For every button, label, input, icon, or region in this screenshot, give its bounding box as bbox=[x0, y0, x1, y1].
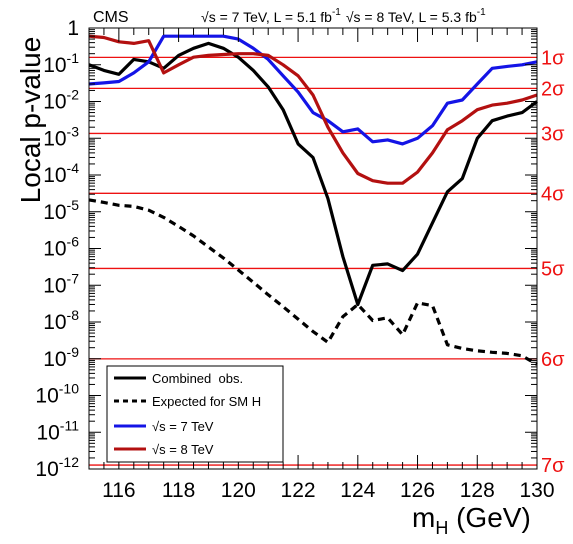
y-tick-base: 10 bbox=[43, 274, 66, 297]
y-tick-exponent: -6 bbox=[67, 234, 80, 250]
x-axis-unit: (GeV) bbox=[448, 502, 530, 533]
inverse-fb-exp-1: -1 bbox=[332, 7, 341, 18]
x-tick-label: 128 bbox=[460, 479, 495, 502]
legend-label-8tev: √s = 8 TeV bbox=[152, 442, 214, 457]
y-tick-base: 1 bbox=[67, 17, 79, 40]
y-tick-label: 10-7 bbox=[43, 270, 79, 297]
legend-label-combined: Combined obs. bbox=[152, 371, 243, 386]
sqrt-symbol-2: √ bbox=[346, 9, 354, 25]
y-tick-label: 10-9 bbox=[43, 344, 79, 371]
sigma-labels: 1σ 2σ 3σ 4σ 5σ 6σ 7σ bbox=[541, 47, 565, 477]
sigma-label: 1σ bbox=[541, 47, 565, 69]
y-tick-base: 10 bbox=[43, 91, 66, 114]
legend-8tev-sqrt: √ bbox=[152, 442, 160, 457]
sigma-label: 5σ bbox=[541, 258, 565, 280]
legend-box bbox=[106, 365, 284, 463]
energy-lumi-1: s = 7 TeV, L = 5.1 fb bbox=[209, 9, 332, 25]
y-axis-title: Local p-value bbox=[15, 37, 46, 204]
y-tick-base: 10 bbox=[43, 311, 66, 334]
y-tick-exponent: -10 bbox=[59, 381, 79, 397]
sigma-label: 2σ bbox=[541, 78, 565, 100]
y-tick-exponent: -8 bbox=[67, 307, 80, 323]
x-tick-label: 122 bbox=[281, 479, 316, 502]
y-tick-label: 10-6 bbox=[43, 234, 79, 261]
x-tick-label: 118 bbox=[162, 479, 195, 502]
sigma-label: 7σ bbox=[541, 455, 565, 477]
experiment-label: CMS bbox=[93, 9, 129, 26]
y-tick-base: 10 bbox=[35, 458, 58, 481]
y-tick-labels: 110-110-210-310-410-510-610-710-810-910-… bbox=[35, 17, 79, 481]
series-group bbox=[88, 34, 538, 366]
energy-lumi-label: √s = 7 TeV, L = 5.1 fb-1 √s = 8 TeV, L = … bbox=[201, 7, 486, 25]
y-tick-base: 10 bbox=[43, 201, 66, 224]
y-tick-label: 10-12 bbox=[35, 454, 79, 481]
y-tick-label: 10-5 bbox=[43, 197, 79, 224]
y-tick-label: 10-1 bbox=[43, 50, 79, 77]
legend-7tev-text: s = 7 TeV bbox=[159, 419, 214, 434]
y-tick-exponent: -5 bbox=[67, 197, 80, 213]
legend-label-7tev: √s = 7 TeV bbox=[152, 419, 214, 434]
y-tick-label: 10-11 bbox=[36, 417, 79, 444]
x-tick-label: 116 bbox=[102, 479, 135, 502]
y-tick-exponent: -12 bbox=[59, 454, 79, 470]
y-tick-exponent: -4 bbox=[67, 160, 80, 176]
y-tick-label: 10-3 bbox=[43, 123, 79, 150]
sigma-label: 4σ bbox=[541, 183, 565, 205]
y-tick-base: 10 bbox=[35, 385, 58, 408]
x-tick-label: 120 bbox=[221, 479, 256, 502]
x-tick-label: 126 bbox=[400, 479, 435, 502]
sqrt-symbol-1: √ bbox=[201, 9, 209, 25]
y-tick-base: 10 bbox=[43, 348, 66, 371]
y-tick-label: 10-4 bbox=[43, 160, 79, 187]
y-tick-exponent: -3 bbox=[67, 123, 80, 139]
inverse-fb-exp-2: -1 bbox=[477, 7, 486, 18]
y-tick-label: 1 bbox=[67, 17, 79, 40]
y-tick-label: 10-2 bbox=[43, 87, 79, 114]
y-tick-label: 10-10 bbox=[35, 381, 79, 408]
series-expected-sm-higgs bbox=[88, 198, 538, 366]
series-8tev bbox=[88, 34, 538, 185]
x-axis-subscript: H bbox=[435, 518, 448, 538]
energy-lumi-2: s = 8 TeV, L = 5.3 fb bbox=[354, 9, 477, 25]
x-axis-title: mH (GeV) bbox=[412, 502, 531, 538]
x-tick-labels: 116 118 120 122 124 126 128 130 bbox=[102, 479, 554, 502]
y-tick-base: 10 bbox=[36, 421, 59, 444]
legend: Combined obs. Expected for SM H √s = 7 T… bbox=[106, 365, 284, 463]
y-tick-base: 10 bbox=[43, 54, 66, 77]
y-tick-label: 10-8 bbox=[43, 307, 79, 334]
x-tick-label: 130 bbox=[519, 479, 554, 502]
y-tick-base: 10 bbox=[43, 127, 66, 150]
y-tick-exponent: -1 bbox=[67, 50, 80, 66]
sigma-label: 3σ bbox=[541, 123, 565, 145]
y-tick-exponent: -7 bbox=[67, 270, 80, 286]
x-tick-label: 124 bbox=[340, 479, 375, 502]
sigma-label: 6σ bbox=[541, 349, 565, 371]
legend-8tev-text: s = 8 TeV bbox=[159, 442, 214, 457]
y-tick-exponent: -9 bbox=[67, 344, 80, 360]
series-combined-observed bbox=[88, 41, 538, 307]
x-axis-symbol: m bbox=[412, 502, 435, 533]
legend-7tev-sqrt: √ bbox=[152, 419, 160, 434]
legend-label-expected: Expected for SM H bbox=[152, 394, 261, 409]
y-tick-base: 10 bbox=[43, 164, 66, 187]
y-tick-exponent: -11 bbox=[60, 417, 79, 433]
y-tick-base: 10 bbox=[43, 238, 66, 261]
y-tick-exponent: -2 bbox=[67, 87, 80, 103]
series-7tev bbox=[88, 34, 538, 146]
